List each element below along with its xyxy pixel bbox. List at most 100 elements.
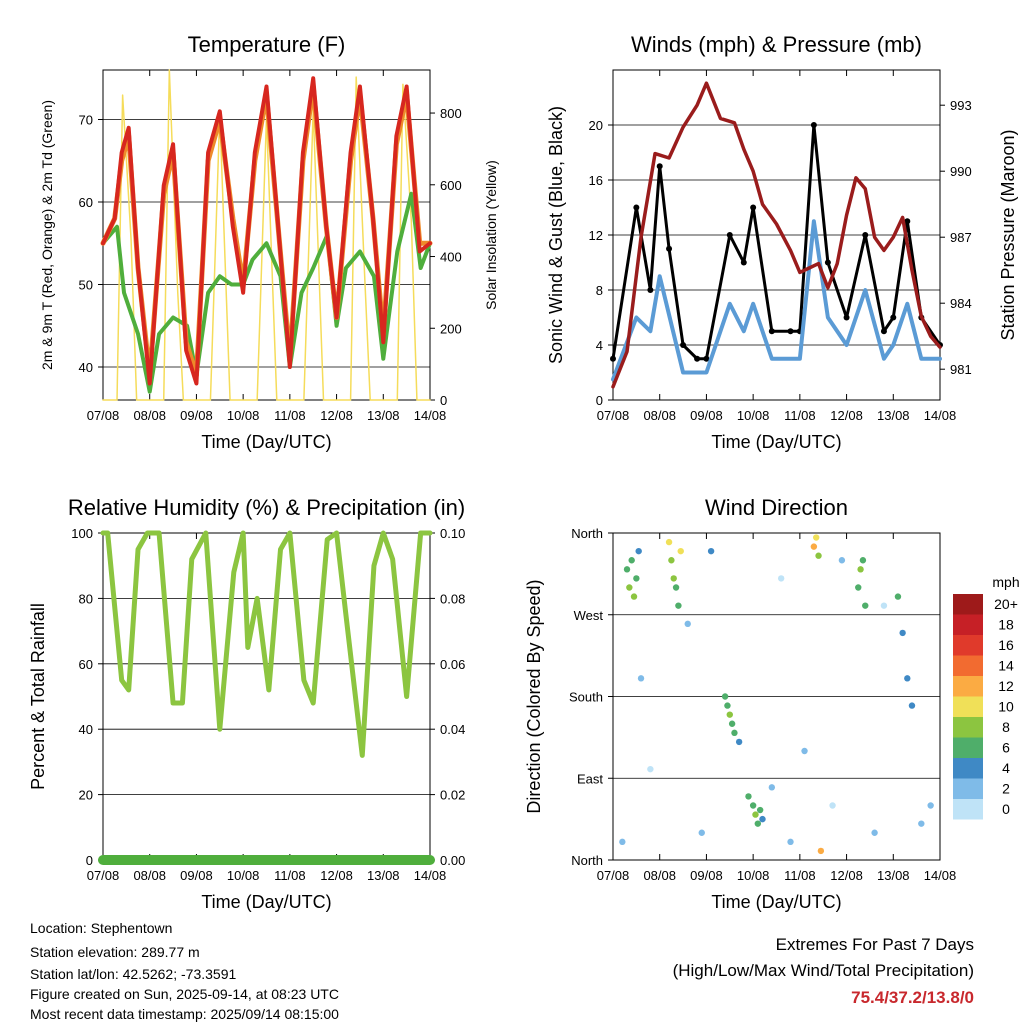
legend-swatch [953, 758, 983, 779]
direction-point [768, 784, 776, 791]
chart-title: Relative Humidity (%) & Precipitation (i… [68, 495, 465, 520]
y2-axis-label: Station Pressure (Maroon) [998, 129, 1018, 340]
x-tick-label: 13/08 [877, 408, 910, 423]
y2-tick-label: 993 [950, 98, 972, 113]
x-tick-label: 14/08 [924, 408, 957, 423]
direction-point [647, 765, 654, 773]
extremes-title: Extremes For Past 7 Days [775, 935, 974, 954]
direction-point [672, 584, 680, 591]
direction-point [745, 793, 752, 800]
y2-tick-label: 0.02 [440, 788, 465, 803]
x-tick-label: 11/08 [274, 868, 306, 883]
y2-tick-label: 0 [440, 393, 447, 408]
y-axis-label: Percent & Total Rainfall [28, 603, 48, 790]
y2-tick-label: 990 [950, 164, 972, 179]
rh-line [100, 530, 433, 758]
gust-point [824, 259, 831, 266]
legend-label: 0 [1002, 801, 1010, 817]
y-tick-label: 100 [71, 526, 93, 541]
x-tick-label: 12/08 [320, 868, 353, 883]
legend-label: 6 [1002, 740, 1010, 756]
y-tick-label: North [571, 853, 603, 868]
gust-point [904, 218, 911, 225]
legend-swatch [953, 737, 983, 758]
direction-point [838, 557, 846, 564]
y-tick-label: 0 [596, 393, 603, 408]
x-tick-label: 12/08 [830, 408, 863, 423]
direction-point [668, 557, 675, 564]
direction-point [859, 557, 867, 564]
recent-text: Most recent data timestamp: 2025/09/14 0… [30, 1006, 339, 1022]
direction-point [756, 806, 764, 814]
direction-point [904, 675, 911, 682]
gust-point [647, 287, 654, 293]
direction-point [908, 702, 916, 709]
wind-line [611, 219, 942, 382]
direction-point [721, 693, 729, 700]
gust-point [656, 163, 663, 170]
x-tick-label: 14/08 [414, 868, 447, 883]
direction-point [749, 802, 757, 809]
gust-point [666, 245, 673, 252]
temp-2m-line [101, 76, 432, 386]
gust-point [890, 314, 897, 321]
x-tick-label: 13/08 [367, 408, 400, 423]
direction-point [619, 838, 626, 846]
y2-tick-label: 600 [440, 178, 462, 193]
legend-swatch [953, 676, 983, 697]
gust-point [703, 355, 710, 362]
legend-label: 10 [998, 699, 1014, 715]
direction-point [677, 547, 684, 555]
dewpoint-line [101, 191, 432, 394]
gust-point [862, 232, 869, 238]
legend-label: 18 [998, 617, 1014, 633]
plot-frame [102, 532, 431, 861]
x-tick-label: 12/08 [320, 408, 353, 423]
x-tick-label: 11/08 [784, 868, 816, 883]
y-tick-label: 20 [79, 788, 93, 803]
chart-title: Temperature (F) [188, 32, 346, 57]
gust-point [843, 314, 850, 321]
y2-tick-label: 800 [440, 106, 462, 121]
y2-tick-label: 984 [950, 296, 972, 311]
direction-point [752, 811, 759, 818]
y-tick-label: 80 [79, 591, 93, 606]
y-tick-label: 60 [79, 195, 93, 210]
direction-point [665, 538, 673, 546]
direction-point [817, 847, 825, 855]
direction-point [684, 620, 691, 628]
y2-axis-label: Solar Insolation (Yellow) [483, 160, 499, 310]
y-tick-label: 70 [79, 113, 93, 128]
gust-point [726, 232, 733, 238]
direction-point [810, 543, 818, 550]
y2-tick-label: 0.00 [440, 853, 465, 868]
x-tick-label: 11/08 [784, 408, 816, 423]
x-tick-label: 08/08 [133, 408, 166, 423]
direction-point [894, 593, 902, 600]
legend-label: 4 [1002, 760, 1010, 776]
y-tick-label: 40 [79, 722, 93, 737]
direction-point [735, 738, 743, 746]
direction-point [829, 802, 836, 809]
direction-point [871, 829, 878, 836]
x-tick-label: 09/08 [690, 408, 723, 423]
direction-point [899, 629, 906, 637]
x-axis-label: Time (Day/UTC) [711, 432, 841, 452]
legend-label: 20+ [994, 596, 1018, 612]
y-tick-label: 0 [86, 853, 93, 868]
direction-point [635, 547, 642, 555]
legend-label: 12 [998, 678, 1014, 694]
x-tick-label: 12/08 [830, 868, 863, 883]
direction-point [670, 575, 677, 582]
gust-point [694, 355, 701, 362]
y2-tick-label: 981 [950, 362, 972, 377]
direction-point [862, 602, 869, 609]
gust-point [787, 328, 794, 335]
chart-title: Winds (mph) & Pressure (mb) [631, 32, 922, 57]
gust-point [610, 355, 616, 362]
direction-point [777, 575, 785, 582]
direction-point [628, 557, 635, 564]
direction-point [787, 838, 794, 846]
legend-label: 8 [1002, 719, 1010, 735]
y-tick-label: East [577, 771, 603, 786]
